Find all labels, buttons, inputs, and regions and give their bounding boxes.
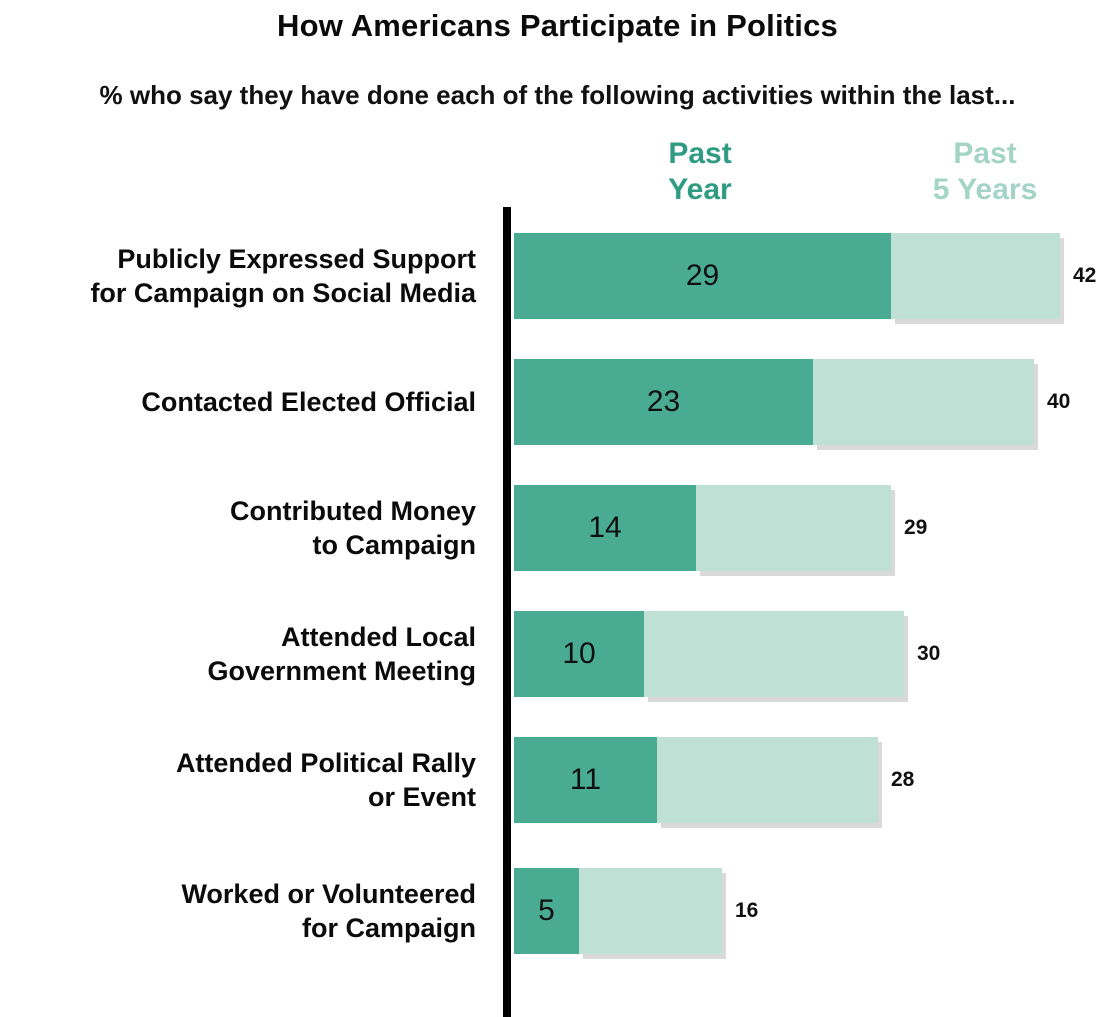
past-year-value: 14 — [588, 511, 622, 544]
past-year-value: 29 — [685, 259, 720, 292]
past-year-value: 10 — [562, 637, 596, 670]
stacked-bar: 14 29 — [514, 485, 927, 571]
past-5-years-bar — [813, 359, 1034, 445]
category-label: Attended Political Rally or Event — [175, 748, 476, 812]
past-year-value: 11 — [569, 763, 602, 796]
past-year-bar: 11 — [514, 737, 657, 823]
bar-row: Publicly Expressed Support for Campaign … — [0, 233, 1115, 319]
chart-subtitle: % who say they have done each of the fol… — [99, 80, 1016, 110]
bar-row: Attended Political Rally or Event 11 28 — [0, 737, 1115, 823]
past-5-years-bar — [657, 737, 878, 823]
stacked-bar: 5 16 — [514, 868, 758, 954]
category-label: Worked or Volunteered for Campaign — [181, 879, 476, 943]
past-5-years-bar — [579, 868, 722, 954]
bar-row: Worked or Volunteered for Campaign 5 16 — [0, 868, 1115, 954]
category-label: Publicly Expressed Support for Campaign … — [90, 244, 476, 308]
past-year-bar: 29 — [514, 233, 891, 319]
legend-past-year: Past Year — [668, 137, 732, 206]
past-5-years-bar — [696, 485, 891, 571]
stacked-bar: 29 42 — [514, 233, 1096, 319]
category-label: Contacted Elected Official — [141, 387, 476, 417]
stacked-bar: 10 30 — [514, 611, 940, 697]
past-year-bar: 5 — [514, 868, 579, 954]
chart-title: How Americans Participate in Politics — [277, 8, 838, 43]
past-5-years-value: 29 — [904, 516, 928, 539]
bar-row: Contacted Elected Official 23 40 — [0, 359, 1115, 445]
past-year-value: 23 — [646, 385, 681, 418]
past-5-years-value: 42 — [1073, 264, 1097, 287]
past-5-years-value: 16 — [735, 899, 759, 922]
stacked-bar: 23 40 — [514, 359, 1070, 445]
legend-past-5-years: Past 5 Years — [932, 137, 1038, 206]
past-5-years-value: 28 — [891, 768, 915, 791]
past-5-years-bar — [891, 233, 1060, 319]
bar-row: Attended Local Government Meeting 10 30 — [0, 611, 1115, 697]
past-year-bar: 23 — [514, 359, 813, 445]
category-label: Attended Local Government Meeting — [207, 622, 476, 686]
past-year-bar: 14 — [514, 485, 696, 571]
past-5-years-bar — [644, 611, 904, 697]
bar-rows: Publicly Expressed Support for Campaign … — [0, 233, 1115, 954]
stacked-bar: 11 28 — [514, 737, 914, 823]
past-year-value: 5 — [538, 894, 555, 927]
past-5-years-value: 30 — [917, 642, 941, 665]
y-axis-line — [503, 207, 511, 1017]
category-label: Contributed Money to Campaign — [230, 496, 476, 560]
past-year-bar: 10 — [514, 611, 644, 697]
bar-row: Contributed Money to Campaign 14 29 — [0, 485, 1115, 571]
past-5-years-value: 40 — [1047, 390, 1071, 413]
